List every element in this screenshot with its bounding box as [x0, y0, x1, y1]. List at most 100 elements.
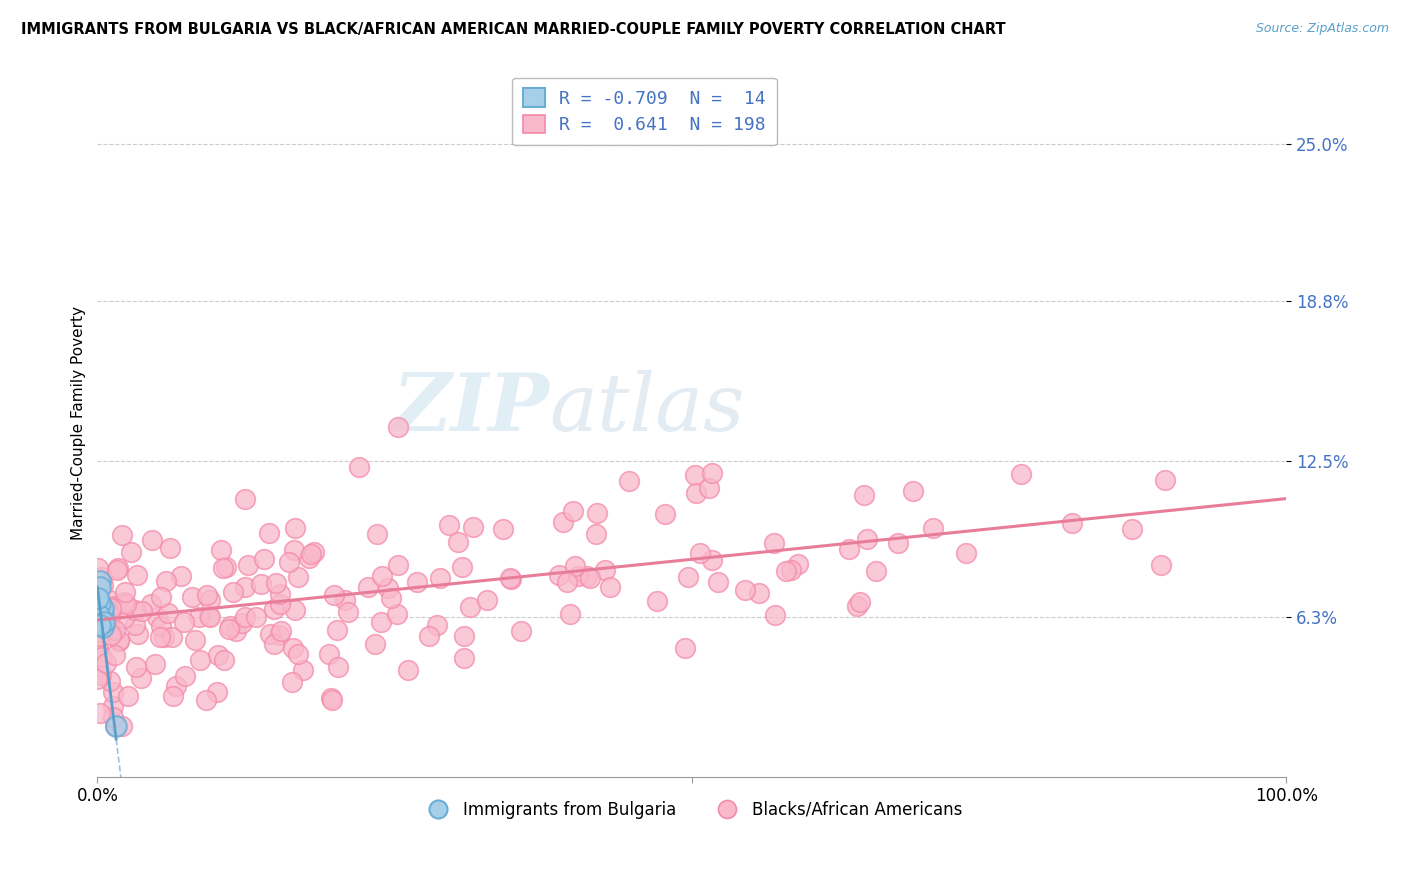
- Point: [298, 551, 321, 566]
- Point: [499, 573, 522, 587]
- Point: [702, 466, 724, 480]
- Point: [188, 653, 211, 667]
- Point: [1062, 516, 1084, 530]
- Point: [124, 618, 146, 632]
- Point: [219, 619, 242, 633]
- Point: [645, 594, 668, 608]
- Point: [370, 615, 392, 630]
- Point: [89, 596, 111, 610]
- Point: [108, 632, 131, 647]
- Point: [195, 588, 218, 602]
- Point: [149, 619, 172, 633]
- Point: [231, 616, 253, 631]
- Point: [326, 623, 349, 637]
- Point: [225, 624, 247, 638]
- Point: [250, 577, 273, 591]
- Y-axis label: Married-Couple Family Poverty: Married-Couple Family Poverty: [72, 306, 86, 540]
- Point: [593, 563, 616, 577]
- Point: [366, 527, 388, 541]
- Point: [127, 627, 149, 641]
- Point: [94, 657, 117, 671]
- Point: [198, 609, 221, 624]
- Point: [564, 559, 586, 574]
- Point: [222, 585, 245, 599]
- Point: [93, 601, 115, 615]
- Point: [1010, 467, 1032, 482]
- Point: [838, 541, 860, 556]
- Point: [139, 597, 162, 611]
- Point: [87, 610, 110, 624]
- Point: [87, 596, 110, 610]
- Point: [236, 558, 259, 572]
- Point: [551, 516, 574, 530]
- Point: [509, 624, 531, 638]
- Point: [458, 599, 481, 614]
- Point: [586, 506, 609, 520]
- Point: [104, 623, 127, 637]
- Point: [105, 719, 128, 733]
- Point: [218, 623, 240, 637]
- Point: [654, 507, 676, 521]
- Point: [104, 648, 127, 662]
- Point: [302, 545, 325, 559]
- Point: [1121, 522, 1143, 536]
- Point: [786, 558, 808, 572]
- Point: [673, 641, 696, 656]
- Point: [292, 663, 315, 677]
- Point: [89, 644, 111, 658]
- Point: [748, 586, 770, 600]
- Point: [160, 630, 183, 644]
- Point: [437, 517, 460, 532]
- Point: [187, 610, 209, 624]
- Point: [259, 627, 281, 641]
- Point: [91, 620, 114, 634]
- Point: [418, 629, 440, 643]
- Point: [114, 595, 136, 609]
- Point: [100, 628, 122, 642]
- Point: [426, 618, 449, 632]
- Point: [124, 603, 146, 617]
- Point: [555, 574, 578, 589]
- Legend: Immigrants from Bulgaria, Blacks/African Americans: Immigrants from Bulgaria, Blacks/African…: [415, 794, 969, 825]
- Point: [143, 657, 166, 671]
- Point: [264, 575, 287, 590]
- Point: [865, 564, 887, 578]
- Point: [1149, 558, 1171, 573]
- Point: [453, 629, 475, 643]
- Point: [848, 595, 870, 609]
- Point: [269, 587, 291, 601]
- Text: ZIP: ZIP: [392, 370, 550, 447]
- Point: [429, 571, 451, 585]
- Point: [87, 561, 110, 575]
- Point: [211, 561, 233, 575]
- Point: [212, 653, 235, 667]
- Point: [101, 699, 124, 714]
- Point: [335, 593, 357, 607]
- Point: [683, 467, 706, 482]
- Point: [322, 588, 344, 602]
- Point: [856, 533, 879, 547]
- Point: [125, 568, 148, 582]
- Point: [100, 622, 122, 636]
- Point: [252, 551, 274, 566]
- Point: [90, 650, 112, 665]
- Point: [270, 624, 292, 638]
- Point: [447, 534, 470, 549]
- Point: [233, 610, 256, 624]
- Point: [129, 671, 152, 685]
- Point: [90, 605, 112, 619]
- Point: [846, 599, 869, 614]
- Point: [184, 633, 207, 648]
- Point: [387, 558, 409, 573]
- Point: [90, 570, 112, 584]
- Point: [181, 590, 204, 604]
- Point: [287, 570, 309, 584]
- Text: Source: ZipAtlas.com: Source: ZipAtlas.com: [1256, 22, 1389, 36]
- Point: [318, 647, 340, 661]
- Point: [107, 563, 129, 577]
- Point: [955, 546, 977, 560]
- Point: [90, 616, 112, 631]
- Point: [89, 581, 111, 595]
- Point: [387, 607, 409, 621]
- Text: atlas: atlas: [550, 370, 745, 447]
